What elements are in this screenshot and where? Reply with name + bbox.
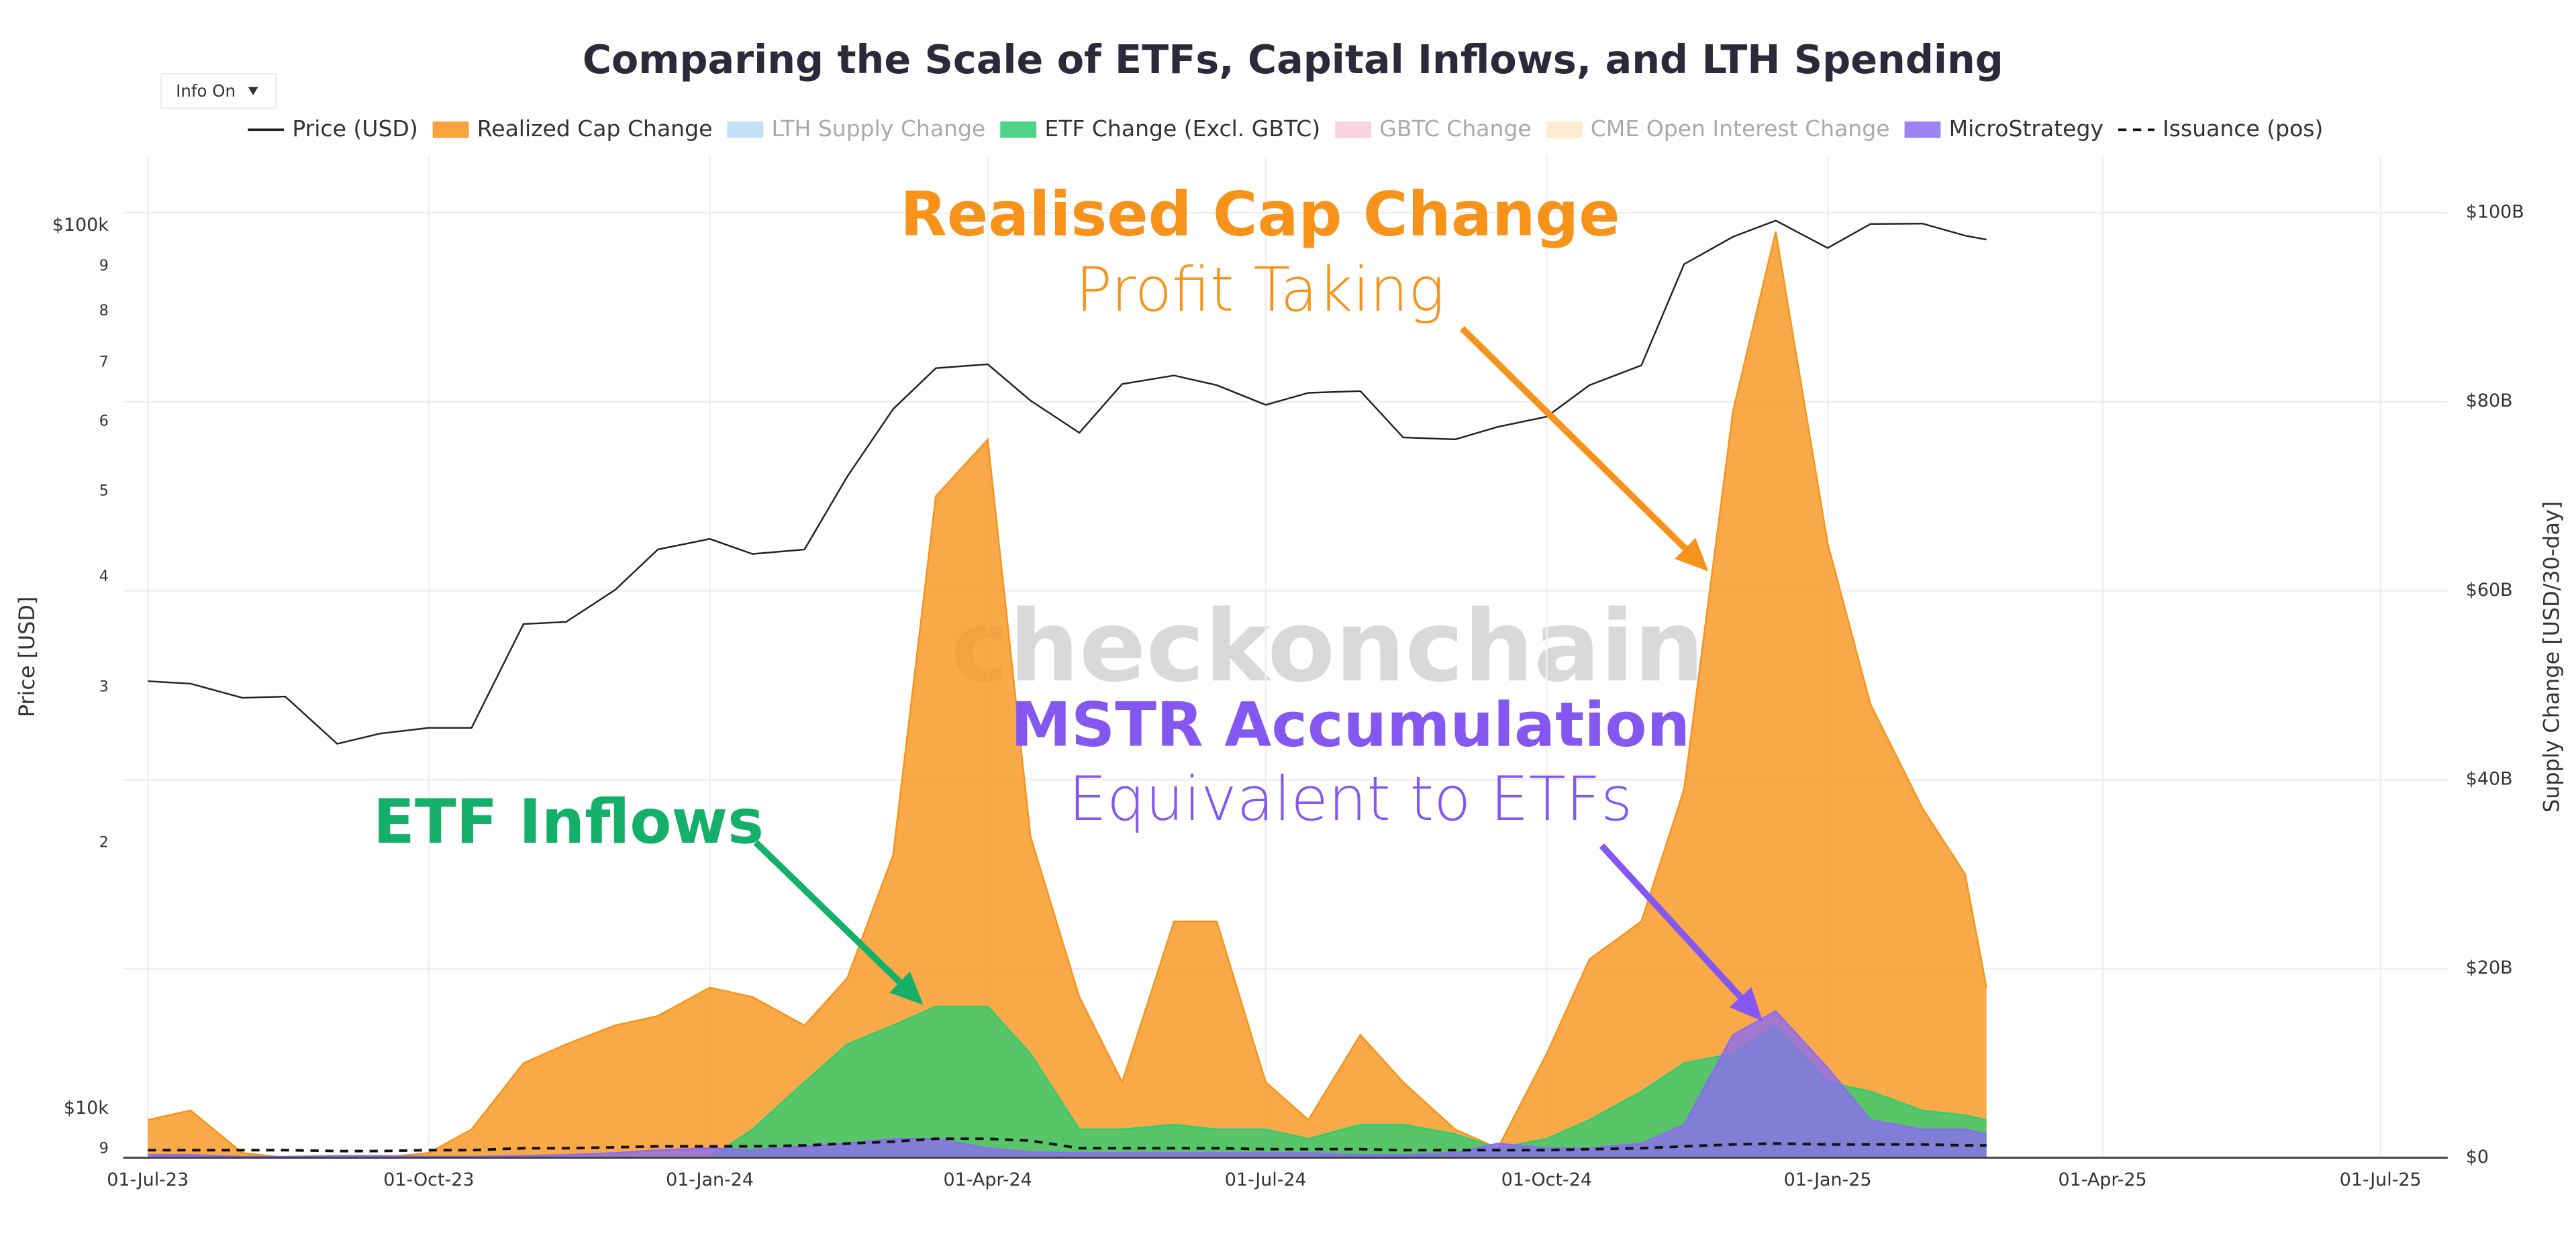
legend-swatch <box>1335 121 1372 138</box>
y-tick-label: 6 <box>99 413 109 430</box>
y-tick-label: 2 <box>99 834 109 851</box>
y2-tick-label: $100B <box>2466 202 2524 223</box>
y-tick-label: $10k <box>64 1098 109 1119</box>
legend-swatch <box>727 121 764 138</box>
annotation: MSTR Accumulation <box>1011 690 1690 761</box>
info-button-label[interactable]: Info On <box>176 81 236 101</box>
legend-label: GBTC Change <box>1379 115 1531 142</box>
y2-tick-label: $20B <box>2466 957 2513 978</box>
annotation: Realised Cap Change <box>900 179 1620 250</box>
legend-label: LTH Supply Change <box>772 115 986 142</box>
annotation: ETF Inflows <box>373 787 764 857</box>
dropdown-arrow[interactable] <box>248 87 258 95</box>
y2-tick-label: $0 <box>2466 1147 2489 1167</box>
area-edge <box>147 231 1987 1159</box>
y-tick-label: 9 <box>99 1141 109 1157</box>
dashed-line <box>148 1137 1987 1153</box>
arrow-head <box>889 971 924 1005</box>
annotation: Profit Taking <box>1075 255 1444 325</box>
y-tick-label: 5 <box>99 483 109 500</box>
y2-tick-label: $80B <box>2466 391 2513 411</box>
y-tick-label: 7 <box>99 354 109 370</box>
x-tick-label: 01-Apr-25 <box>2059 1169 2147 1190</box>
y2-axis-title: Supply Change [USD/30-day] <box>2538 501 2564 813</box>
y-tick-label: 8 <box>99 303 109 319</box>
legend-label: Issuance (pos) <box>2163 115 2323 142</box>
arrow-head <box>1675 537 1709 572</box>
y2-tick-label: $60B <box>2466 580 2513 601</box>
x-tick-label: 01-Oct-23 <box>383 1169 474 1190</box>
y-tick-label: $100k <box>52 215 109 236</box>
legend-swatch <box>432 121 469 138</box>
watermark: checkonchain <box>950 589 1704 704</box>
y-tick-label: 3 <box>99 679 109 696</box>
y2-tick-label: $40B <box>2466 769 2513 790</box>
arrow-shaft <box>753 839 902 985</box>
arrow-head <box>1729 987 1763 1022</box>
x-tick-label: 01-Jan-25 <box>1784 1169 1872 1190</box>
legend-swatch <box>1546 121 1583 138</box>
chart-title: Comparing the Scale of ETFs, Capital Inf… <box>583 36 2003 83</box>
x-tick-label: 01-Oct-24 <box>1501 1169 1592 1190</box>
arrow-shaft <box>1599 843 1743 1000</box>
legend-label: ETF Change (Excl. GBTC) <box>1044 115 1320 142</box>
y-tick-label: 4 <box>99 568 109 585</box>
legend-label: Price (USD) <box>292 115 417 142</box>
legend-label: CME Open Interest Change <box>1591 115 1890 142</box>
info-button-box[interactable] <box>160 72 277 109</box>
legend: Price (USD) Realized Cap Change LTH Supply… <box>248 115 2323 142</box>
annotation: Equivalent to ETFs <box>1069 764 1632 835</box>
x-tick-label: 01-Jul-25 <box>2340 1169 2422 1190</box>
arrow-shaft <box>1459 325 1688 551</box>
x-tick-label: 01-Jul-24 <box>1225 1169 1307 1190</box>
y-tick-label: 9 <box>99 258 109 274</box>
legend-label: MicroStrategy <box>1949 115 2103 142</box>
info-button[interactable]: Info On <box>160 72 277 109</box>
legend-swatch <box>1904 121 1941 138</box>
x-tick-label: 01-Apr-24 <box>944 1169 1032 1190</box>
line <box>148 219 1987 745</box>
x-tick-label: 01-Jan-24 <box>666 1169 754 1190</box>
x-tick-label: 01-Jul-23 <box>107 1169 189 1190</box>
legend-label: Realized Cap Change <box>477 115 713 142</box>
legend-swatch <box>1000 121 1037 138</box>
y-axis-title: Price [USD] <box>14 596 40 717</box>
